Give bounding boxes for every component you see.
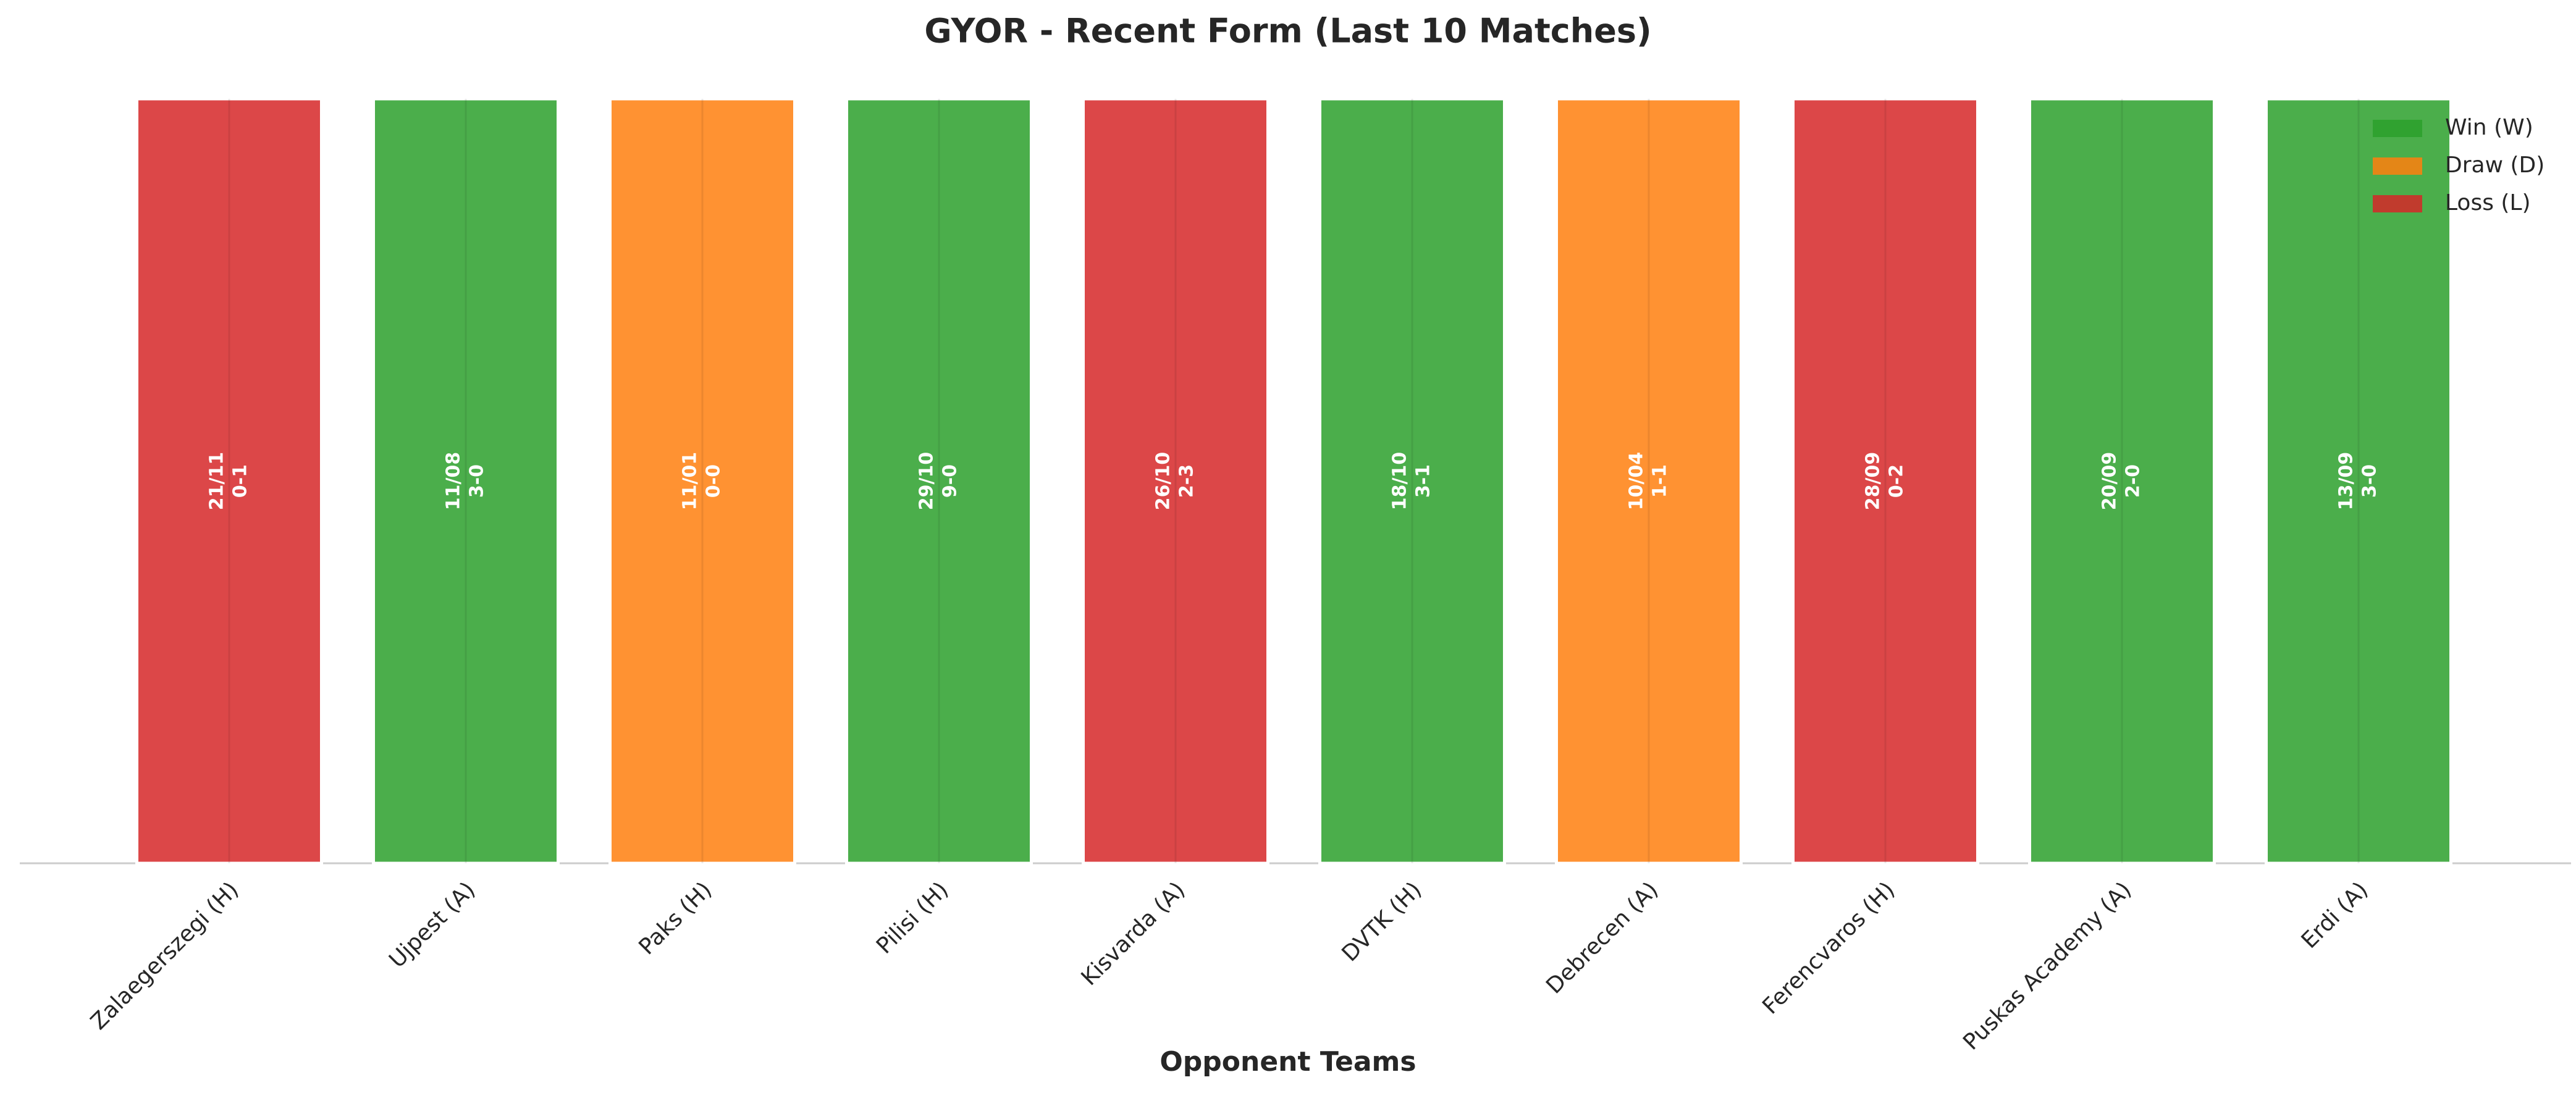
x-tick-label: Erdi (A) — [2297, 877, 2373, 953]
bar — [135, 97, 323, 865]
bar — [1791, 97, 1979, 865]
x-axis-label: Opponent Teams — [1160, 1046, 1416, 1078]
bar-score-label: 0-1 — [230, 464, 251, 498]
bar-score-label: 0-2 — [1886, 464, 1908, 498]
x-tick-label: Debrecen (A) — [1541, 877, 1663, 999]
bar-date-label: 11/08 — [443, 452, 465, 510]
x-tick-label: Zalaegerszegi (H) — [86, 877, 243, 1034]
bar — [1318, 97, 1506, 865]
bar-date-label: 21/11 — [206, 452, 228, 510]
chart-title: GYOR - Recent Form (Last 10 Matches) — [924, 12, 1651, 51]
x-tick-label: Ujpest (A) — [384, 877, 480, 973]
bar-date-label: 26/10 — [1153, 452, 1174, 510]
x-tick-label: Ferencvaros (H) — [1757, 877, 1900, 1019]
bar — [608, 97, 796, 865]
legend-label: Draw (D) — [2445, 153, 2544, 178]
bar-date-label: 10/04 — [1626, 452, 1648, 510]
bar-score-label: 3-0 — [2359, 464, 2381, 498]
bar-date-label: 13/09 — [2336, 452, 2357, 510]
legend-label: Loss (L) — [2445, 190, 2531, 216]
x-tick-label: Kisvarda (A) — [1077, 877, 1190, 990]
bar — [372, 97, 560, 865]
x-tick-label: DVTK (H) — [1337, 877, 1427, 966]
bar — [845, 97, 1033, 865]
x-tick-label: Pilisi (H) — [872, 877, 953, 958]
x-tick-label: Puskas Academy (A) — [1958, 877, 2136, 1055]
bar-date-label: 28/09 — [1863, 452, 1884, 510]
bar-date-label: 20/09 — [2099, 452, 2121, 510]
legend-label: Win (W) — [2445, 115, 2533, 140]
bar-score-label: 2-0 — [2123, 464, 2144, 498]
bar-date-label: 11/01 — [680, 452, 701, 510]
bar-score-label: 3-0 — [466, 464, 488, 498]
bar-date-label: 29/10 — [916, 452, 938, 510]
bar-date-label: 18/10 — [1389, 452, 1411, 510]
bar-score-label: 3-1 — [1413, 464, 1434, 498]
bar-score-label: 1-1 — [1649, 464, 1671, 498]
bar — [1082, 97, 1269, 865]
bar-score-label: 9-0 — [940, 464, 961, 498]
bar — [2028, 97, 2216, 865]
legend-swatch — [2373, 157, 2422, 175]
bar-score-label: 0-0 — [703, 464, 725, 498]
bar-score-label: 2-3 — [1176, 464, 1198, 498]
bar — [2265, 97, 2452, 865]
x-tick-label: Paks (H) — [634, 877, 717, 960]
legend-swatch — [2373, 120, 2422, 137]
bar — [1555, 97, 1743, 865]
legend-swatch — [2373, 195, 2422, 212]
